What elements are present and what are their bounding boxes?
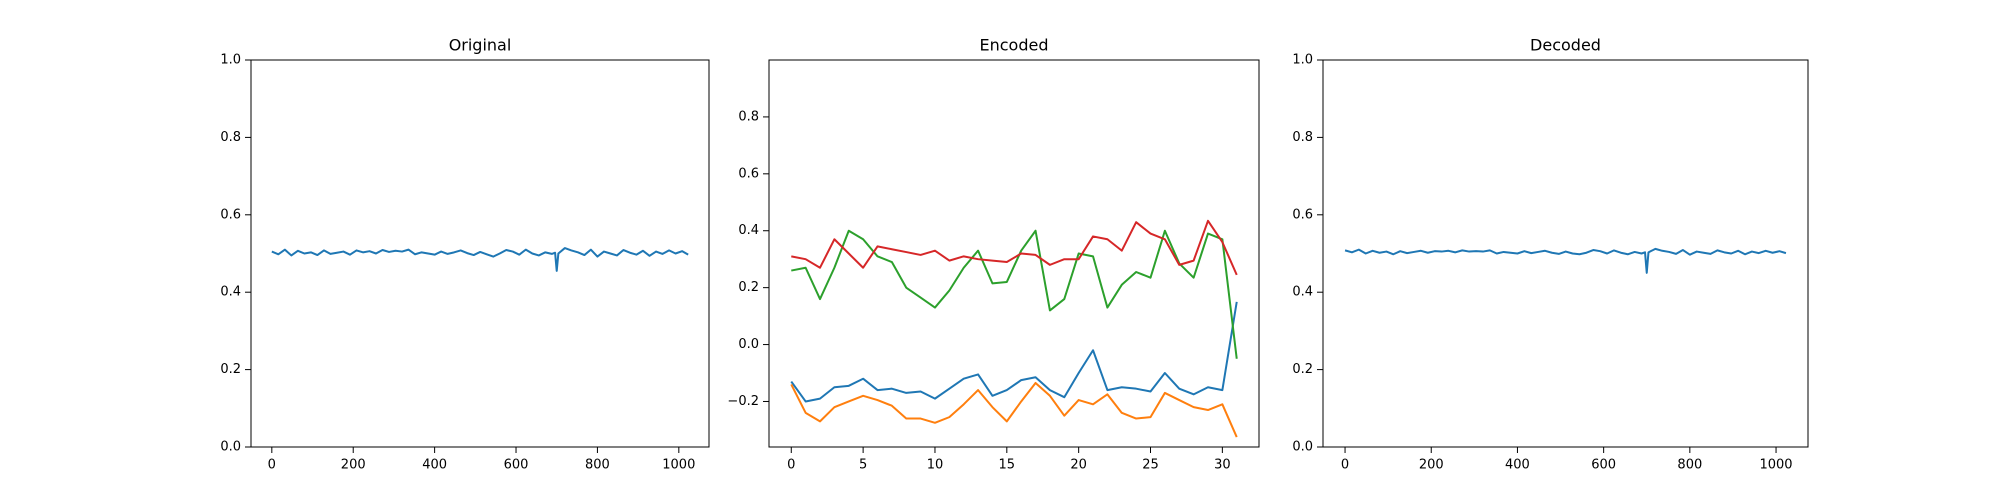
x-tick-label: 10 xyxy=(927,458,944,473)
y-tick-label: 0.4 xyxy=(1292,285,1313,300)
x-tick-label: 400 xyxy=(1505,458,1530,473)
y-tick-label: 0.0 xyxy=(220,440,241,455)
axes-frame xyxy=(1322,59,1809,448)
y-tick-label: 0.6 xyxy=(1292,207,1313,222)
y-tick-label: 0.6 xyxy=(220,207,241,222)
x-tick-label: 600 xyxy=(1591,458,1616,473)
y-tick-label: −0.2 xyxy=(727,394,759,409)
x-tick-label: 600 xyxy=(504,458,529,473)
chart-title: Original xyxy=(449,36,512,55)
chart-title: Decoded xyxy=(1530,36,1601,55)
x-tick-label: 25 xyxy=(1142,458,1159,473)
x-tick-label: 800 xyxy=(1677,458,1702,473)
y-tick-label: 0.4 xyxy=(738,223,759,238)
x-tick-label: 30 xyxy=(1214,458,1231,473)
y-tick-label: 0.8 xyxy=(220,130,241,145)
y-tick-label: 0.4 xyxy=(220,285,241,300)
x-tick-label: 1000 xyxy=(662,458,695,473)
y-tick-label: 0.2 xyxy=(1292,362,1313,377)
x-tick-label: 1000 xyxy=(1759,458,1792,473)
series-line xyxy=(271,247,689,272)
y-tick-label: 0.0 xyxy=(1292,440,1313,455)
x-tick-label: 0 xyxy=(787,458,795,473)
y-tick-label: 1.0 xyxy=(1292,53,1313,68)
x-tick-label: 15 xyxy=(999,458,1016,473)
y-tick-label: 0.8 xyxy=(1292,130,1313,145)
y-tick-label: 0.2 xyxy=(738,280,759,295)
y-tick-label: 0.0 xyxy=(738,337,759,352)
x-tick-label: 20 xyxy=(1070,458,1087,473)
axes-frame xyxy=(768,59,1260,448)
axes-frame xyxy=(250,59,710,448)
y-tick-label: 0.6 xyxy=(738,166,759,181)
series-line xyxy=(790,301,1238,403)
x-tick-label: 5 xyxy=(859,458,867,473)
x-tick-label: 0 xyxy=(268,458,276,473)
series-line xyxy=(1344,247,1787,274)
x-tick-label: 200 xyxy=(1419,458,1444,473)
x-tick-label: 0 xyxy=(1341,458,1349,473)
series-line xyxy=(790,381,1238,438)
x-tick-label: 800 xyxy=(585,458,610,473)
y-tick-label: 1.0 xyxy=(220,53,241,68)
y-tick-label: 0.2 xyxy=(220,362,241,377)
x-tick-label: 400 xyxy=(422,458,447,473)
y-tick-label: 0.8 xyxy=(738,109,759,124)
chart-title: Encoded xyxy=(980,36,1049,55)
series-line xyxy=(791,219,1238,276)
x-tick-label: 200 xyxy=(341,458,366,473)
